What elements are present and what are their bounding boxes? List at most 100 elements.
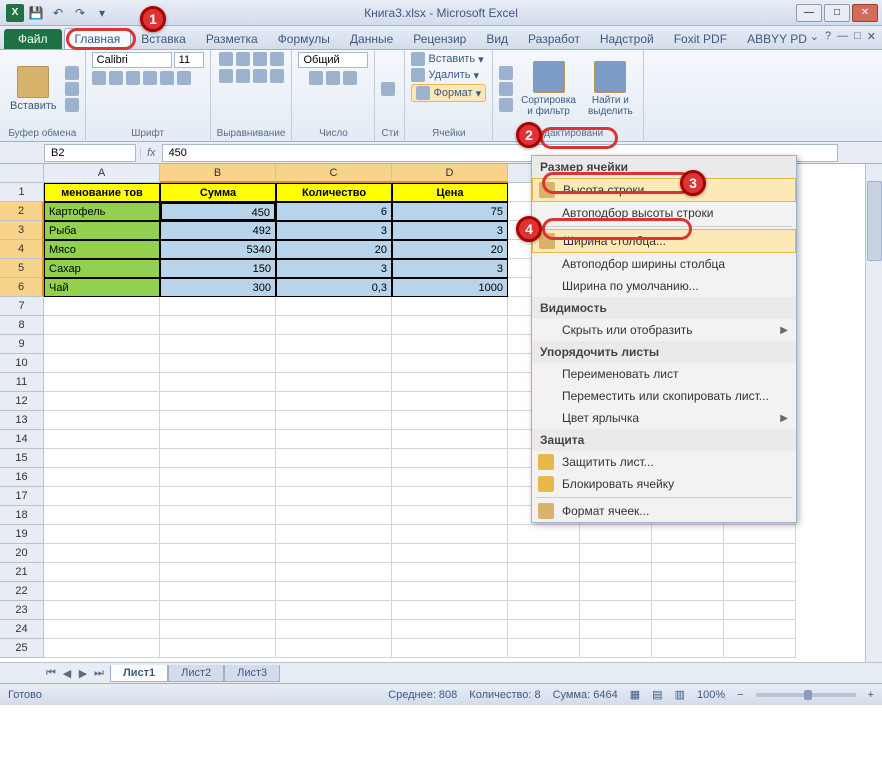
- cell-D22[interactable]: [392, 582, 508, 601]
- cell-D9[interactable]: [392, 335, 508, 354]
- cell-B5[interactable]: 150: [160, 259, 276, 278]
- cell-B19[interactable]: [160, 525, 276, 544]
- cell-E25[interactable]: [508, 639, 580, 658]
- autosum-icon[interactable]: [499, 66, 513, 80]
- italic-icon[interactable]: [109, 71, 123, 85]
- cell-G19[interactable]: [652, 525, 724, 544]
- row-header-1[interactable]: 1: [0, 183, 44, 202]
- cell-A19[interactable]: [44, 525, 160, 544]
- dd-autofit-row[interactable]: Автоподбор высоты строки: [532, 202, 796, 224]
- row-header-12[interactable]: 12: [0, 392, 44, 411]
- cell-C13[interactable]: [276, 411, 392, 430]
- dd-hide-show[interactable]: Скрыть или отобразить▶: [532, 319, 796, 341]
- select-all-corner[interactable]: [0, 164, 44, 183]
- tab-view[interactable]: Вид: [476, 29, 518, 49]
- tab-insert[interactable]: Вставка: [131, 29, 196, 49]
- row-header-25[interactable]: 25: [0, 639, 44, 658]
- tab-home[interactable]: Главная: [64, 28, 132, 49]
- workbook-minimize-icon[interactable]: —: [837, 30, 848, 43]
- row-header-6[interactable]: 6: [0, 278, 44, 297]
- cell-A24[interactable]: [44, 620, 160, 639]
- currency-icon[interactable]: [309, 71, 323, 85]
- cell-H19[interactable]: [724, 525, 796, 544]
- cell-C1[interactable]: Количество: [276, 183, 392, 202]
- cell-D7[interactable]: [392, 297, 508, 316]
- cell-B6[interactable]: 300: [160, 278, 276, 297]
- dd-tab-color[interactable]: Цвет ярлычка▶: [532, 407, 796, 429]
- insert-button[interactable]: Вставить ▾: [411, 52, 483, 66]
- cell-C9[interactable]: [276, 335, 392, 354]
- cell-D10[interactable]: [392, 354, 508, 373]
- tab-foxit[interactable]: Foxit PDF: [664, 29, 737, 49]
- row-header-17[interactable]: 17: [0, 487, 44, 506]
- number-format-select[interactable]: [298, 52, 368, 68]
- find-select-button[interactable]: Найти и выделить: [584, 59, 637, 119]
- cell-B3[interactable]: 492: [160, 221, 276, 240]
- cell-B9[interactable]: [160, 335, 276, 354]
- cell-F23[interactable]: [580, 601, 652, 620]
- cell-C17[interactable]: [276, 487, 392, 506]
- dd-lock-cell[interactable]: Блокировать ячейку: [532, 473, 796, 495]
- help-icon[interactable]: ?: [825, 30, 831, 43]
- cell-C8[interactable]: [276, 316, 392, 335]
- sheet-tab-2[interactable]: Лист2: [168, 665, 224, 682]
- cell-B7[interactable]: [160, 297, 276, 316]
- cell-D25[interactable]: [392, 639, 508, 658]
- zoom-in-icon[interactable]: +: [868, 689, 874, 701]
- col-header-A[interactable]: A: [44, 164, 160, 183]
- cell-C5[interactable]: 3: [276, 259, 392, 278]
- cell-D18[interactable]: [392, 506, 508, 525]
- row-header-2[interactable]: 2: [0, 202, 44, 221]
- underline-icon[interactable]: [126, 71, 140, 85]
- scrollbar-thumb[interactable]: [867, 181, 882, 261]
- cell-A11[interactable]: [44, 373, 160, 392]
- file-tab[interactable]: Файл: [4, 29, 62, 49]
- cell-B10[interactable]: [160, 354, 276, 373]
- align-top-icon[interactable]: [219, 52, 233, 66]
- row-header-8[interactable]: 8: [0, 316, 44, 335]
- cell-B25[interactable]: [160, 639, 276, 658]
- cell-B11[interactable]: [160, 373, 276, 392]
- zoom-out-icon[interactable]: −: [737, 689, 743, 701]
- cell-D3[interactable]: 3: [392, 221, 508, 240]
- dd-move-sheet[interactable]: Переместить или скопировать лист...: [532, 385, 796, 407]
- row-header-19[interactable]: 19: [0, 525, 44, 544]
- cell-B17[interactable]: [160, 487, 276, 506]
- cell-F19[interactable]: [580, 525, 652, 544]
- maximize-button[interactable]: □: [824, 4, 850, 22]
- cell-A14[interactable]: [44, 430, 160, 449]
- cell-C21[interactable]: [276, 563, 392, 582]
- minimize-button[interactable]: —: [796, 4, 822, 22]
- bold-icon[interactable]: [92, 71, 106, 85]
- row-header-13[interactable]: 13: [0, 411, 44, 430]
- cell-C14[interactable]: [276, 430, 392, 449]
- cell-C22[interactable]: [276, 582, 392, 601]
- cell-D12[interactable]: [392, 392, 508, 411]
- cell-A25[interactable]: [44, 639, 160, 658]
- cell-D1[interactable]: Цена: [392, 183, 508, 202]
- name-box[interactable]: [44, 144, 136, 162]
- cell-D6[interactable]: 1000: [392, 278, 508, 297]
- font-color-icon[interactable]: [177, 71, 191, 85]
- border-icon[interactable]: [143, 71, 157, 85]
- cell-E21[interactable]: [508, 563, 580, 582]
- cell-D5[interactable]: 3: [392, 259, 508, 278]
- font-size-select[interactable]: [174, 52, 204, 68]
- styles-icon[interactable]: [381, 82, 395, 96]
- delete-button[interactable]: Удалить ▾: [411, 68, 479, 82]
- view-layout-icon[interactable]: ▤: [652, 688, 662, 701]
- cell-B1[interactable]: Сумма: [160, 183, 276, 202]
- copy-icon[interactable]: [65, 82, 79, 96]
- cell-A4[interactable]: Мясо: [44, 240, 160, 259]
- row-header-18[interactable]: 18: [0, 506, 44, 525]
- orientation-icon[interactable]: [270, 52, 284, 66]
- row-header-22[interactable]: 22: [0, 582, 44, 601]
- cell-A15[interactable]: [44, 449, 160, 468]
- format-button[interactable]: Формат ▾: [411, 84, 486, 102]
- row-header-20[interactable]: 20: [0, 544, 44, 563]
- sheet-next-icon[interactable]: ▶: [76, 667, 90, 680]
- workbook-restore-icon[interactable]: □: [854, 30, 861, 43]
- cell-D23[interactable]: [392, 601, 508, 620]
- dd-rename-sheet[interactable]: Переименовать лист: [532, 363, 796, 385]
- cut-icon[interactable]: [65, 66, 79, 80]
